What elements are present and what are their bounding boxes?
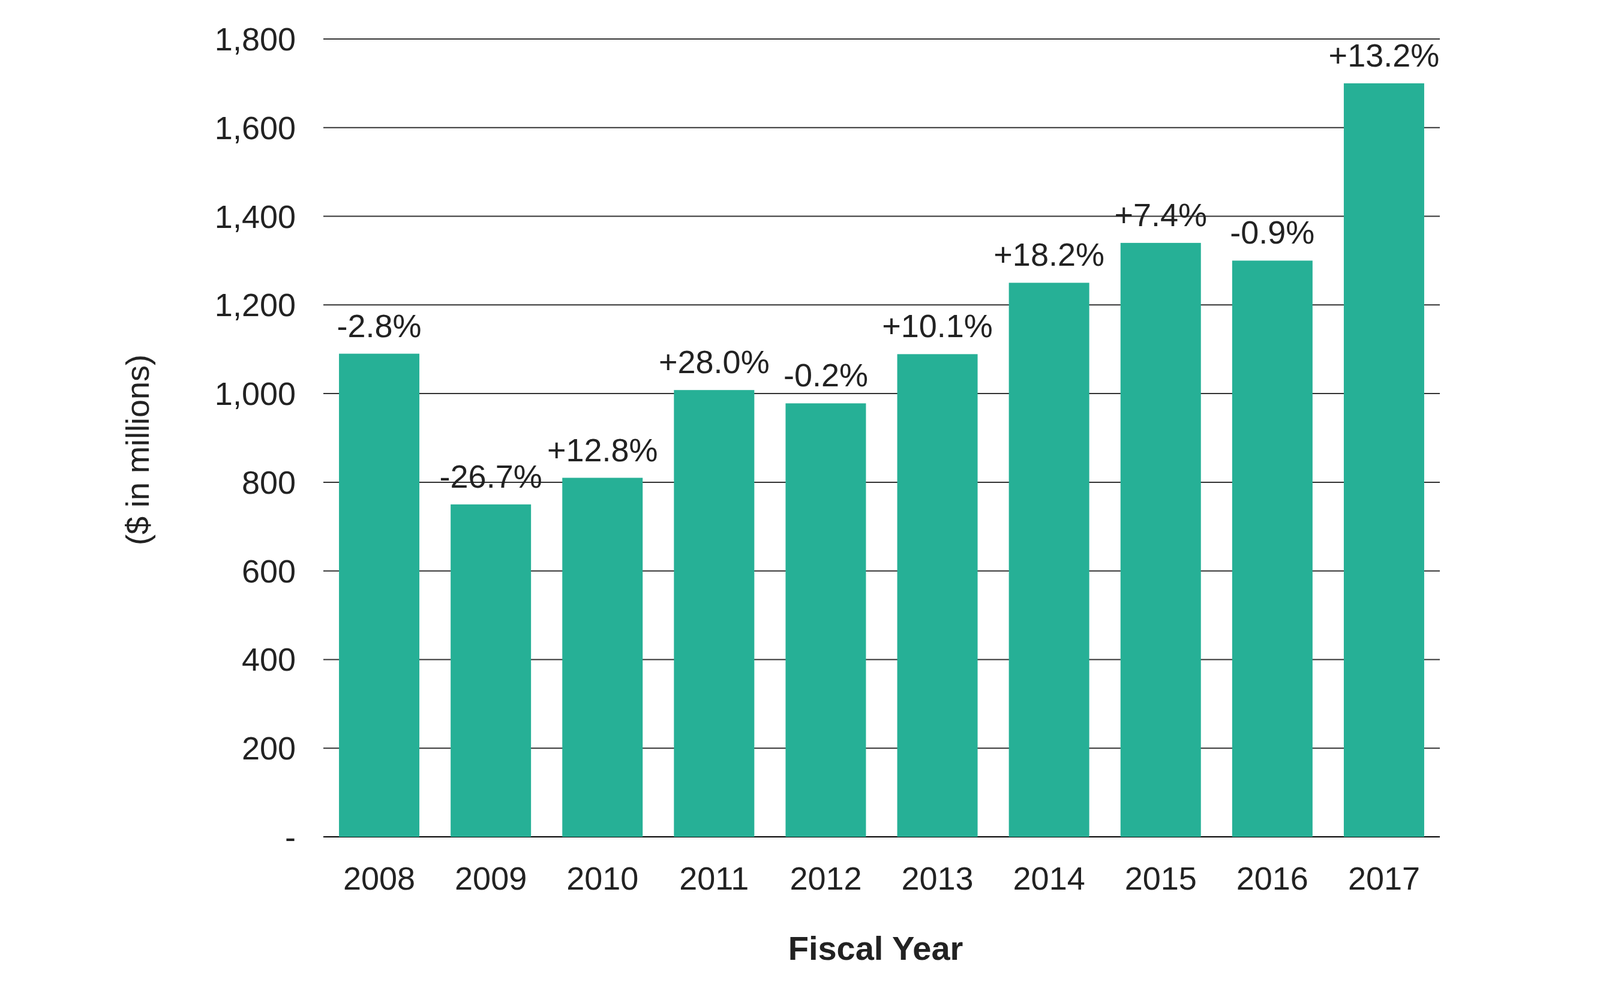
chart-svg: - 200 400 600 800 1,000 1,200 1,400 1,600 1,800 -2…	[0, 0, 1600, 1000]
y-tick-label: 1,400	[214, 198, 296, 235]
bar	[673, 389, 755, 837]
bar	[1343, 83, 1425, 837]
x-tick-label: 2016	[1236, 860, 1309, 897]
annotation: +18.2%	[993, 236, 1105, 273]
grid-line	[323, 38, 1440, 40]
annotation: +10.1%	[881, 307, 993, 344]
x-tick-label: 2017	[1348, 860, 1421, 897]
y-axis-label: ($ in millions)	[119, 354, 156, 546]
bar	[1009, 282, 1090, 837]
annotation: +7.4%	[1114, 196, 1208, 233]
x-tick-label: 2012	[789, 860, 862, 897]
y-tick-label: 800	[241, 464, 296, 501]
bar	[450, 504, 531, 837]
y-tick-label: 400	[241, 641, 296, 678]
chart-root: - 200 400 600 800 1,000 1,200 1,400 1,600 1,800 -2…	[0, 0, 1600, 1000]
y-tick-label: 1,000	[214, 375, 296, 412]
y-ticks: - 200 400 600 800 1,000 1,200 1,400 1,600 1,800	[214, 20, 296, 855]
x-tick-label: 2010	[566, 860, 639, 897]
bar	[338, 353, 420, 837]
annotation: -26.7%	[439, 458, 543, 495]
labels: -2.8% 2008 -26.7% 2009 +12.8% 2010 +28.0% 2011 -…	[337, 37, 1440, 897]
x-tick-label: 2015	[1124, 860, 1197, 897]
x-tick-label: 2013	[901, 860, 974, 897]
bar	[785, 403, 866, 837]
bar	[562, 478, 643, 838]
x-tick-label: 2009	[454, 860, 527, 897]
annotation: -0.2%	[783, 356, 869, 393]
x-tick-label: 2011	[679, 860, 749, 897]
grid-line	[323, 127, 1440, 129]
annotation: +28.0%	[658, 343, 770, 380]
annotation: +12.8%	[547, 431, 659, 468]
annotation: -0.9%	[1229, 214, 1315, 251]
annotation: -2.8%	[337, 307, 422, 344]
bars	[338, 83, 1425, 837]
x-axis-label: Fiscal Year	[788, 929, 964, 968]
bar	[1232, 260, 1313, 837]
annotation: +13.2%	[1328, 37, 1440, 74]
bar	[1120, 242, 1202, 837]
x-tick-label: 2008	[343, 860, 416, 897]
y-tick-label: -	[284, 818, 296, 855]
y-tick-label: 1,800	[214, 20, 296, 57]
x-tick-label: 2014	[1013, 860, 1086, 897]
y-tick-label: 600	[241, 553, 296, 590]
bar	[897, 353, 978, 837]
y-tick-label: 1,600	[214, 109, 296, 146]
y-tick-label: 200	[241, 730, 296, 767]
y-tick-label: 1,200	[214, 286, 296, 323]
